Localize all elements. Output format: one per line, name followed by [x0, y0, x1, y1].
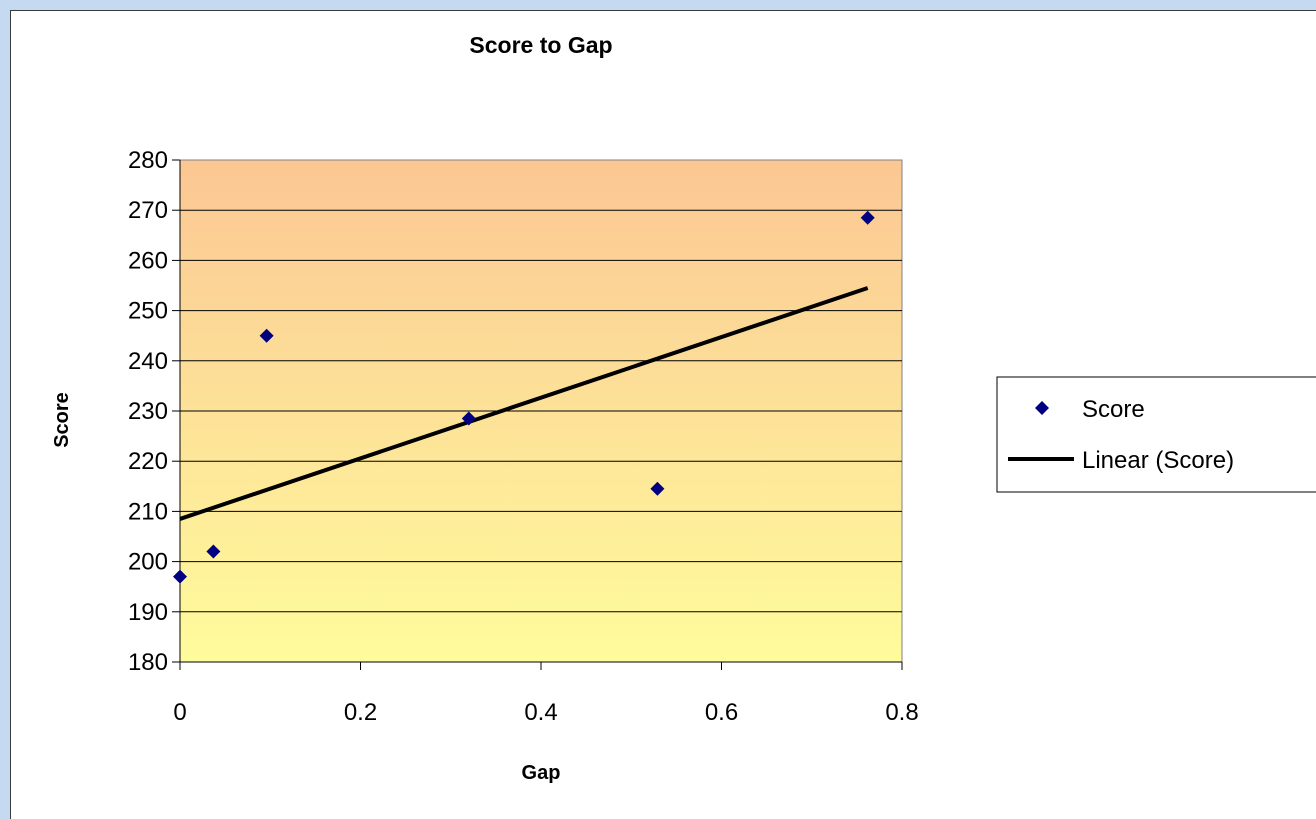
y-tick-label-180: 180: [128, 649, 168, 676]
gridlines: [180, 209, 902, 613]
y-tick-label-220: 220: [128, 448, 168, 475]
y-axis-title: Score: [51, 392, 73, 448]
data-point-2: [206, 544, 221, 559]
legend-marker-score: [1035, 401, 1049, 415]
trendline-layer: [179, 286, 869, 521]
legend-box: [996, 376, 1316, 493]
y-tick-label-240: 240: [128, 348, 168, 375]
chart-area: Score to Gap 180 190 200 210 220 230 240 250 260…: [10, 10, 1316, 819]
x-axis-title: Gap: [522, 762, 561, 784]
x-tick-label-0.4: 0.4: [524, 699, 557, 726]
x-tick-label-0.2: 0.2: [344, 699, 377, 726]
data-point-3: [259, 328, 274, 343]
y-tick-label-270: 270: [128, 197, 168, 224]
x-tick-labels: 0 0.2 0.4 0.6 0.8: [173, 699, 918, 726]
legend-label-score: Score: [1082, 396, 1145, 423]
y-tick-label-190: 190: [128, 599, 168, 626]
y-tick-label-200: 200: [128, 549, 168, 576]
y-tick-labels: 180 190 200 210 220 230 240 250 260 270 280: [128, 147, 168, 676]
y-tick-label-250: 250: [128, 298, 168, 325]
data-point-6: [860, 210, 875, 225]
trendline-linear-score: [179, 286, 869, 521]
x-tick-label-0: 0: [173, 699, 186, 726]
y-tick-label-260: 260: [128, 247, 168, 274]
y-tick-label-280: 280: [128, 147, 168, 174]
points-layer: [173, 210, 875, 584]
data-point-5: [650, 481, 665, 496]
x-tick-label-0.8: 0.8: [885, 699, 918, 726]
data-point-1: [173, 569, 187, 584]
y-tick-label-230: 230: [128, 398, 168, 425]
legend: Score Linear (Score): [996, 376, 1316, 493]
chart-title: Score to Gap: [469, 32, 612, 58]
legend-label-linear: Linear (Score): [1082, 447, 1234, 474]
scatter-chart: Score to Gap 180 190 200 210 220 230 240 250 260…: [51, 32, 1316, 784]
data-point-4: [461, 411, 476, 426]
y-tick-label-210: 210: [128, 498, 168, 525]
x-tick-label-0.6: 0.6: [705, 699, 738, 726]
